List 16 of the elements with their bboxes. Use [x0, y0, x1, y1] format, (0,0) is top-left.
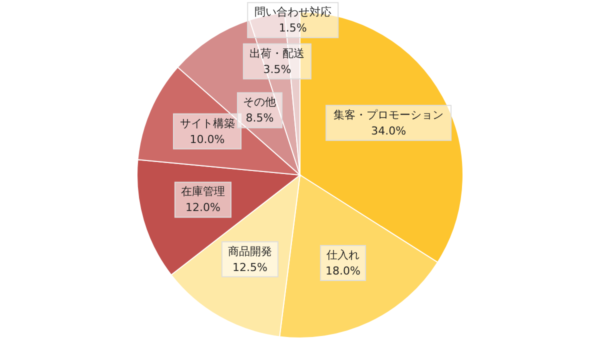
slice-label: 出荷・配送: [250, 46, 305, 60]
data-label: 12.0%: [185, 201, 220, 214]
slice-label: その他: [243, 96, 276, 109]
slice-label: サイト構築: [180, 116, 235, 130]
data-label: 34.0%: [371, 124, 406, 138]
data-label: 3.5%: [263, 62, 292, 76]
data-label: 10.0%: [190, 132, 225, 146]
data-label: 8.5%: [246, 112, 274, 125]
slice-label: 在庫管理: [180, 185, 225, 198]
data-label: 1.5%: [278, 22, 307, 35]
data-label: 12.5%: [232, 260, 268, 274]
slice-label: 商品開発: [228, 244, 272, 258]
slice-label: 仕入れ: [326, 248, 360, 262]
slice-label: 問い合わせ対応: [254, 6, 332, 19]
data-label: 18.0%: [326, 264, 361, 278]
slice-label: 集客・プロモーション: [334, 108, 444, 122]
